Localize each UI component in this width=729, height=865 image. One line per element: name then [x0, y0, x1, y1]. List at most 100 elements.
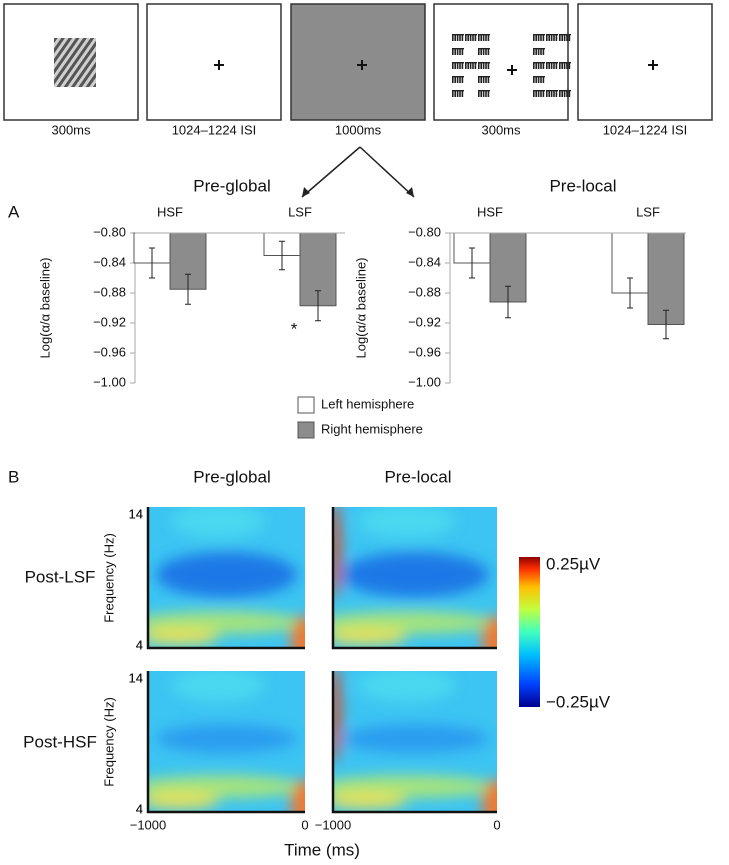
letter-element: [480, 34, 482, 41]
letter-element: [461, 34, 464, 41]
letter-element: [478, 62, 490, 64]
letter-element: [533, 90, 535, 97]
letter-element: [559, 90, 571, 92]
letter-element: [568, 62, 571, 69]
letter-element: [487, 62, 490, 69]
letter-element: [456, 48, 459, 55]
colorbar: [519, 557, 540, 707]
error-bar: [149, 247, 155, 279]
letter-element: [550, 90, 553, 97]
y-tick-label: −0.80: [408, 224, 441, 239]
y-tick-label: 14: [129, 506, 143, 521]
letter-element: [474, 34, 477, 41]
letter-element: [454, 34, 456, 41]
y-axis-label: Frequency (Hz): [101, 533, 116, 623]
letter-element: [465, 62, 477, 64]
letter-element: [553, 62, 555, 69]
letter-element: [533, 48, 545, 50]
letter-element: [555, 62, 558, 69]
category-label: HSF: [157, 204, 183, 219]
row-label: Post-HSF: [23, 732, 97, 751]
chart-title: Pre-local: [549, 176, 616, 195]
letter-element: [533, 62, 545, 64]
letter-element: [467, 62, 469, 69]
letter-element: [454, 76, 456, 83]
map-blob: [357, 671, 456, 703]
error-bar: [469, 247, 475, 279]
letter-element: [459, 34, 461, 41]
letter-element: [487, 34, 490, 41]
letter-element: [566, 90, 568, 97]
map-blobs: [333, 507, 497, 648]
letter-element: [563, 90, 566, 97]
category-label: LSF: [636, 204, 660, 219]
y-axis-label: Log(α/α baseline): [353, 257, 368, 358]
letter-element: [452, 90, 454, 97]
letter-element: [533, 76, 535, 83]
letter-element: [485, 48, 487, 55]
letter-element: [478, 34, 480, 41]
letter-element: [452, 34, 454, 41]
letter-element: [568, 34, 571, 41]
letter-element: [566, 62, 568, 69]
map-blobs: [333, 671, 497, 812]
x-tick-label: 0: [493, 817, 500, 832]
letter-element: [485, 34, 487, 41]
map-axes: [146, 671, 305, 814]
letter-element: [452, 62, 454, 69]
letter-element: [537, 76, 540, 83]
letter-element: [452, 90, 464, 92]
row-label: Post-LSF: [25, 567, 96, 586]
map-axes: [331, 507, 497, 650]
y-tick-label: 4: [136, 801, 143, 816]
letter-element: [540, 62, 542, 69]
y-tick-label: 4: [136, 801, 143, 816]
map-blob: [155, 724, 298, 753]
letter-element: [550, 34, 553, 41]
error-bar: [627, 277, 633, 309]
letter-element: [480, 48, 482, 55]
y-tick-label: 4: [136, 637, 143, 652]
letter-element: [465, 34, 477, 36]
column-title: Pre-local: [384, 467, 451, 486]
map-blob: [333, 792, 407, 810]
letter-element: [459, 90, 461, 97]
map-blob: [333, 611, 497, 634]
letter-element: [459, 48, 461, 55]
map-blob: [333, 507, 341, 599]
y-axis-label: Frequency (Hz): [101, 697, 116, 787]
letter-element: [533, 48, 535, 55]
letter-element: [482, 62, 485, 69]
letter-element: [548, 34, 550, 41]
letter-element: [537, 34, 540, 41]
letter-element: [454, 48, 456, 55]
letter-element: [478, 48, 480, 55]
arrows: [301, 146, 415, 198]
x-tick-label: 0: [301, 817, 308, 832]
y-tick-label: −0.88: [93, 284, 126, 299]
legend-label: Left hemisphere: [321, 396, 414, 411]
map-blob: [290, 615, 305, 648]
letter-element: [472, 62, 474, 69]
column-title: Pre-global: [193, 467, 271, 486]
letter-element: [461, 90, 464, 97]
letter-element: [456, 90, 459, 97]
letter-element: [456, 62, 459, 69]
map-blob: [341, 724, 489, 753]
letter-element: [553, 34, 555, 41]
letter-element: [452, 48, 464, 50]
letter-element: [563, 34, 566, 41]
letter-element: [482, 90, 485, 97]
map-blob: [148, 628, 219, 646]
letter-element: [540, 48, 542, 55]
error-bar: [185, 273, 191, 305]
time-frequency-map: [333, 507, 497, 648]
map-blob: [482, 615, 497, 648]
legend-label: Right hemisphere: [321, 421, 423, 436]
map-blob: [482, 779, 497, 812]
duration-label: 1024–1224 ISI: [172, 122, 257, 137]
letter-element: [461, 62, 464, 69]
letter-element: [542, 62, 545, 69]
